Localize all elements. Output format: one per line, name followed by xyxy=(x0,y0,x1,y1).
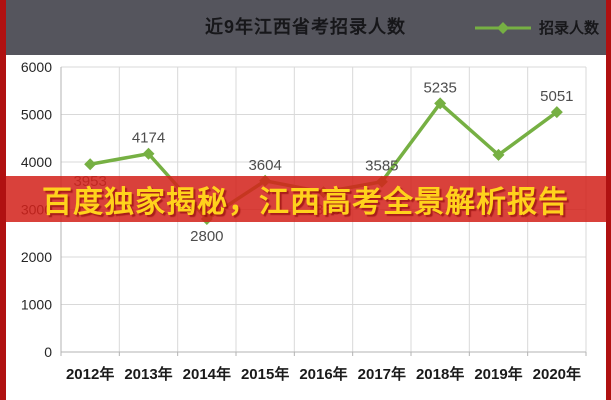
x-axis-label: 2014年 xyxy=(183,365,231,383)
data-point-diamond xyxy=(142,147,155,160)
left-red-edge-stripe xyxy=(0,0,6,400)
data-point-diamond xyxy=(434,97,447,110)
line-chart-canvas: 01000200030004000500060002012年2013年2014年… xyxy=(21,59,587,383)
legend-label: 招录人数 xyxy=(538,20,599,37)
data-label: 3585 xyxy=(365,158,398,175)
data-point-diamond xyxy=(492,148,505,161)
data-label: 5051 xyxy=(540,88,573,105)
x-axis-label: 2020年 xyxy=(533,365,581,383)
promo-banner: 百度独家揭秘，江西高考全景解析报告 xyxy=(0,176,611,222)
data-point-diamond xyxy=(550,106,563,119)
right-red-edge-stripe xyxy=(606,0,611,400)
x-axis-label: 2012年 xyxy=(66,365,114,383)
promo-banner-text: 百度独家揭秘，江西高考全景解析报告 xyxy=(42,186,569,219)
y-axis-tick-label: 0 xyxy=(44,344,52,360)
data-label: 4174 xyxy=(132,130,165,147)
x-axis-label: 2015年 xyxy=(241,365,289,383)
y-axis-tick-label: 5000 xyxy=(21,107,52,123)
data-label: 3604 xyxy=(248,157,281,174)
x-axis-label: 2016年 xyxy=(299,365,347,383)
y-axis-tick-label: 4000 xyxy=(21,154,52,170)
x-axis-label: 2013年 xyxy=(124,365,172,383)
x-axis-label: 2018年 xyxy=(416,365,464,383)
x-axis-label: 2017年 xyxy=(358,365,406,383)
y-axis-tick-label: 6000 xyxy=(21,59,52,75)
line-chart: 01000200030004000500060002012年2013年2014年… xyxy=(0,55,611,400)
chart-header: 近9年江西省考招录人数 招录人数 xyxy=(0,0,611,55)
legend-line-diamond-icon xyxy=(474,21,531,34)
data-label: 5235 xyxy=(423,79,456,96)
chart-title: 近9年江西省考招录人数 xyxy=(204,17,406,37)
legend: 招录人数 xyxy=(474,0,599,55)
x-axis-label: 2019年 xyxy=(474,365,522,383)
data-label: 2800 xyxy=(190,228,223,245)
data-point-diamond xyxy=(84,158,97,171)
y-axis-tick-label: 2000 xyxy=(21,249,52,265)
y-axis-tick-label: 1000 xyxy=(21,297,52,313)
